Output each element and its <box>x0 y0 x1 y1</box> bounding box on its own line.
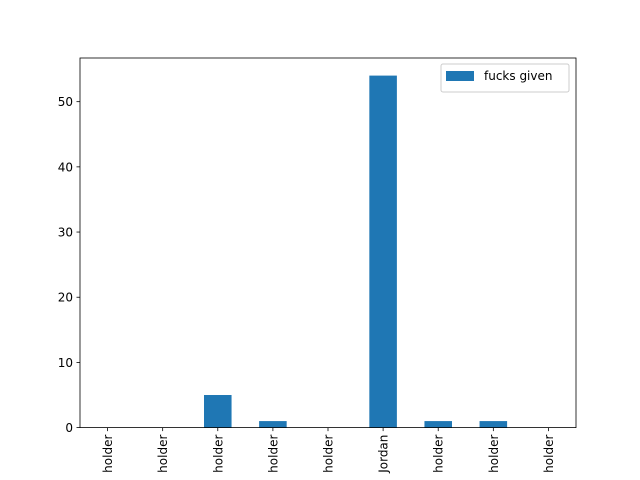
y-tick-label: 10 <box>58 356 73 370</box>
x-tick-label: holder <box>322 435 336 473</box>
legend: fucks given <box>440 63 570 93</box>
x-tick-label: holder <box>211 435 225 473</box>
y-axis: 0 10 20 30 40 50 <box>58 95 80 435</box>
y-tick-label: 50 <box>58 95 73 109</box>
x-tick-label: holder <box>487 435 501 473</box>
x-tick-label: holder <box>542 435 556 473</box>
x-axis: holder holder holder holder holder Jordan hold… <box>101 427 556 474</box>
y-tick-label: 20 <box>58 291 73 305</box>
bar-8 <box>479 421 508 428</box>
legend-swatch <box>446 71 474 81</box>
y-tick-label: 0 <box>65 421 73 435</box>
x-tick-label: holder <box>266 435 280 473</box>
bar-7 <box>424 421 452 428</box>
bar-3 <box>204 395 232 428</box>
legend-label: fucks given <box>484 69 552 83</box>
bar-6 <box>369 75 397 428</box>
y-tick-label: 40 <box>58 160 73 174</box>
x-tick-label: holder <box>156 435 170 473</box>
bars-group <box>204 75 508 428</box>
y-tick-label: 30 <box>58 226 73 240</box>
x-tick-label: Jordan <box>377 435 391 474</box>
plot-frame <box>79 57 577 429</box>
bar-4 <box>259 421 287 428</box>
x-tick-label: holder <box>101 435 115 473</box>
x-tick-label: holder <box>432 435 446 473</box>
